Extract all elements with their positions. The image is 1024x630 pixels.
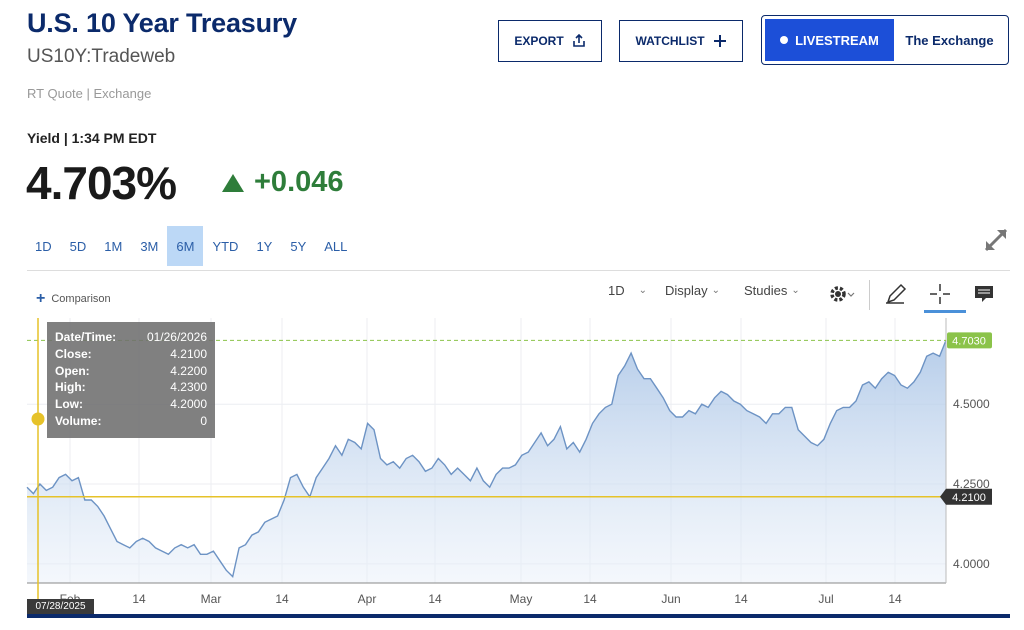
range-tab-1m[interactable]: 1M [104, 238, 123, 254]
range-tab-5y[interactable]: 5Y [290, 238, 307, 254]
ticker-symbol: US10Y:Tradeweb [27, 46, 176, 67]
tooltip-value: 4.2200 [170, 363, 207, 378]
tooltip-row: Volume: 0 [55, 413, 207, 430]
tooltip-key: Volume: [55, 413, 102, 428]
current-price-tag [947, 332, 992, 349]
export-button[interactable]: EXPORT [498, 20, 602, 62]
display-dropdown[interactable]: Display ⌄ [665, 283, 720, 298]
range-tab-all[interactable]: ALL [324, 238, 348, 254]
comparison-label: Comparison [51, 293, 111, 305]
comment-icon[interactable] [972, 282, 996, 306]
x-tick-label: Apr [358, 592, 377, 606]
interval-label: 1D [608, 283, 625, 298]
watchlist-label: WATCHLIST [635, 34, 705, 48]
crosshair-date-tag: 07/28/2025 [27, 599, 94, 614]
y-tick-label: 4.5000 [953, 397, 990, 411]
tooltip-value: 4.2300 [170, 380, 207, 395]
current-price-label: 4.7030 [952, 335, 986, 347]
display-label: Display [665, 283, 708, 298]
tooltip-value: 4.2000 [170, 397, 207, 412]
rt-quote-label: RT Quote | Exchange [27, 86, 152, 101]
area-fill [27, 340, 946, 583]
crosshair-icon[interactable] [928, 282, 952, 306]
tooltip-key: Close: [55, 346, 92, 361]
x-tick-label: Jun [661, 592, 680, 606]
expand-icon[interactable] [982, 226, 1010, 254]
export-label: EXPORT [514, 34, 564, 48]
tooltip-key: Date/Time: [55, 330, 117, 344]
watchlist-button[interactable]: WATCHLIST [619, 20, 743, 62]
chevron-down-icon: ⌄ [791, 285, 800, 296]
x-tick-label: Jul [818, 592, 833, 606]
pencil-icon[interactable] [884, 282, 908, 306]
yield-change: +0.046 [222, 166, 344, 199]
toolbar-separator [869, 280, 870, 310]
y-tick-label: 4.2500 [953, 477, 990, 491]
yield-timestamp: Yield | 1:34 PM EDT [27, 130, 157, 146]
tooltip-value: 0 [200, 413, 207, 428]
tooltip-row: High: 4.2300 [55, 379, 207, 396]
crosshair-price-label: 4.2100 [952, 492, 986, 504]
range-tab-1y[interactable]: 1Y [256, 238, 273, 254]
active-tool-indicator [924, 310, 966, 313]
the-exchange-link[interactable]: The Exchange [905, 32, 994, 48]
range-tab-1d[interactable]: 1D [35, 238, 52, 254]
x-tick-label: 14 [275, 592, 289, 606]
x-tick-label: 14 [734, 592, 748, 606]
series-line [26, 340, 947, 578]
tooltip-row: Open: 4.2200 [55, 363, 207, 380]
tooltip-row: Date/Time: 01/26/2026 [55, 329, 207, 346]
plus-icon [713, 35, 726, 47]
x-tick-label: 14 [132, 592, 146, 606]
chevron-down-icon: ⌄ [711, 285, 721, 296]
gear-icon[interactable] [828, 282, 860, 306]
studies-dropdown[interactable]: Studies ⌄ [744, 283, 800, 298]
live-dot-icon [780, 36, 789, 44]
plus-icon: + [36, 290, 46, 307]
crosshair-price-tag [940, 488, 992, 505]
change-value: +0.046 [254, 166, 344, 198]
tooltip-row: Close: 4.2100 [55, 346, 207, 363]
livestream-group: LIVESTREAM The Exchange [761, 15, 1009, 65]
interval-dropdown[interactable]: 1D ⌄ [608, 283, 647, 298]
range-selector: 1D 5D 1M 3M 6M YTD 1Y 5Y ALL [27, 226, 356, 266]
x-tick-label: 14 [583, 592, 597, 606]
tooltip-key: High: [55, 380, 86, 395]
range-tab-6m[interactable]: 6M [167, 226, 204, 266]
chevron-down-icon: ⌄ [638, 285, 648, 296]
up-triangle-icon [222, 173, 244, 192]
tooltip: Date/Time: 01/26/2026 Close: 4.2100 Open: 4.2… [47, 322, 215, 438]
comparison-button[interactable]: + Comparison [36, 290, 111, 308]
livestream-button[interactable]: LIVESTREAM [765, 19, 894, 61]
x-tick-label: Mar [201, 592, 222, 606]
tooltip-value: 4.2100 [170, 346, 207, 361]
x-tick-label: 14 [428, 592, 442, 606]
x-tick-label: May [510, 592, 533, 606]
range-tab-3m[interactable]: 3M [140, 238, 159, 254]
tooltip-row: Low: 4.2000 [55, 396, 207, 413]
tooltip-key: Low: [55, 397, 83, 412]
livestream-label: LIVESTREAM [795, 32, 879, 48]
divider [27, 270, 1010, 271]
y-tick-label: 4.0000 [953, 557, 990, 571]
chart-navigator-bar[interactable] [27, 614, 1010, 618]
range-tab-ytd[interactable]: YTD [212, 238, 239, 254]
yield-price: 4.703% [26, 157, 177, 209]
crosshair-point [31, 412, 45, 426]
studies-label: Studies [744, 283, 788, 298]
x-tick-label: 14 [888, 592, 902, 606]
share-icon [572, 34, 585, 47]
tooltip-key: Open: [55, 363, 90, 378]
tooltip-value: 01/26/2026 [146, 330, 207, 344]
range-tab-5d[interactable]: 5D [69, 238, 87, 254]
page-title: U.S. 10 Year Treasury [27, 8, 297, 38]
